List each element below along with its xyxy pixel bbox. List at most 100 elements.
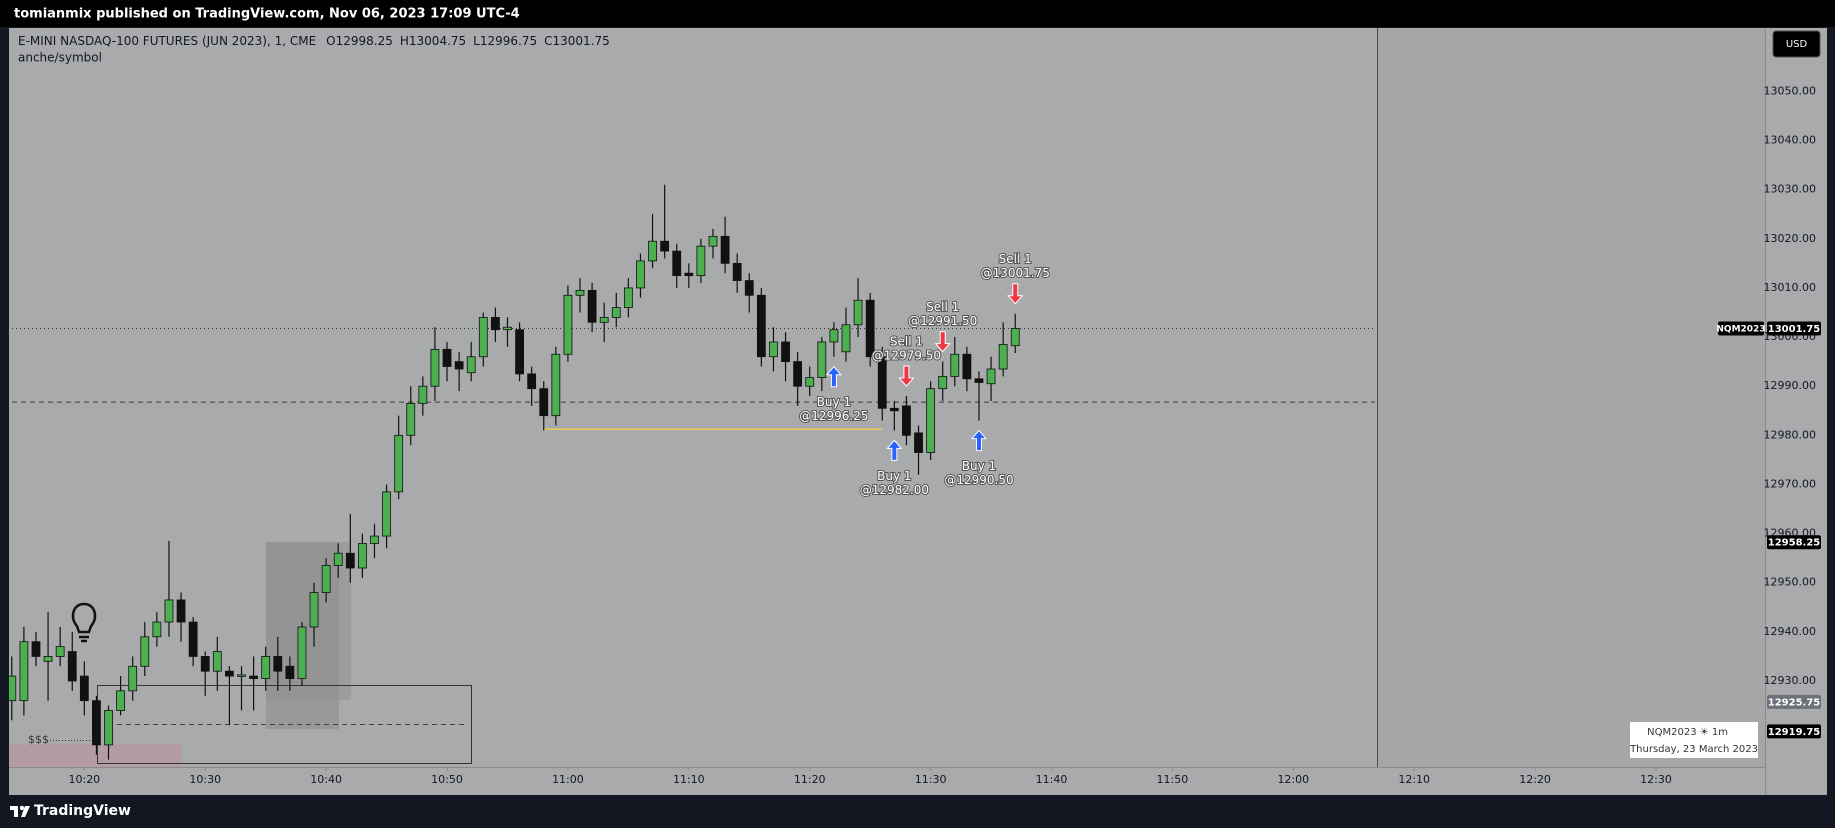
candle-body bbox=[249, 675, 258, 679]
y-tick-label: 12970.00 bbox=[1764, 477, 1817, 490]
symbol-legend: E-MINI NASDAQ-100 FUTURES (JUN 2023), 1,… bbox=[18, 34, 610, 48]
x-tick-label: 11:40 bbox=[1036, 773, 1068, 786]
buy-arrow bbox=[825, 365, 842, 388]
price-marker bbox=[1767, 535, 1821, 550]
x-tick-label: 11:50 bbox=[1157, 773, 1189, 786]
trade-label: Sell 1 bbox=[999, 252, 1032, 266]
candle-body bbox=[817, 341, 827, 379]
candle-body bbox=[696, 245, 706, 277]
candle-body bbox=[1010, 328, 1020, 347]
candle-body bbox=[551, 353, 561, 417]
y-tick-label: 13030.00 bbox=[1764, 183, 1817, 196]
price-marker-label: 13001.75 bbox=[1768, 324, 1821, 335]
liquidity-label: $$$ bbox=[28, 733, 49, 746]
candle-body bbox=[19, 641, 29, 702]
y-tick-label: 13020.00 bbox=[1764, 232, 1817, 245]
candle-body bbox=[720, 235, 730, 264]
trade-label: Buy 1 bbox=[877, 469, 911, 483]
candle-body bbox=[974, 378, 984, 383]
candle-body bbox=[853, 299, 863, 326]
candle-body bbox=[188, 621, 198, 657]
currency-label[interactable]: USD bbox=[1786, 39, 1808, 50]
symbol-name: E-MINI NASDAQ-100 FUTURES (JUN 2023), 1,… bbox=[18, 34, 316, 48]
candle-body bbox=[889, 407, 899, 412]
y-tick-label: 12990.00 bbox=[1764, 379, 1817, 392]
candle-body bbox=[672, 250, 682, 277]
candle-body bbox=[357, 543, 367, 569]
candle-body bbox=[9, 675, 17, 702]
candle-body bbox=[708, 235, 718, 247]
candle-body bbox=[140, 636, 150, 667]
candle-body bbox=[430, 348, 440, 387]
sell-arrow bbox=[1007, 283, 1024, 305]
trade-price: @12979.50 bbox=[872, 349, 941, 363]
candle-body bbox=[611, 307, 621, 318]
candle-body bbox=[926, 388, 936, 453]
buy-arrow bbox=[886, 439, 903, 461]
candle-body bbox=[345, 552, 355, 569]
candle-body bbox=[478, 317, 488, 358]
candle-body bbox=[998, 344, 1008, 370]
candle-body bbox=[636, 260, 645, 289]
candle-body bbox=[116, 690, 126, 711]
price-marker-label: 12925.75 bbox=[1768, 697, 1821, 708]
header: tomianmix published on TradingView.com, … bbox=[14, 7, 520, 22]
candle-body bbox=[805, 377, 815, 387]
candle-body bbox=[660, 240, 670, 252]
trade-label: Buy 1 bbox=[817, 395, 851, 409]
currency-button[interactable] bbox=[1772, 30, 1821, 58]
sell-arrow bbox=[934, 331, 951, 353]
candle-body bbox=[466, 356, 476, 374]
x-tick-label: 10:20 bbox=[68, 773, 100, 786]
candle-body bbox=[732, 262, 742, 281]
y-tick-label: 12950.00 bbox=[1764, 576, 1817, 589]
ohlc-high: H13004.75 bbox=[400, 34, 466, 48]
candle-body bbox=[539, 388, 549, 417]
x-tick-label: 12:20 bbox=[1519, 773, 1551, 786]
buy-arrow bbox=[970, 429, 988, 452]
footer-bar bbox=[0, 796, 1835, 828]
ohlc-low: L12996.75 bbox=[473, 34, 537, 48]
trade-label: Sell 1 bbox=[926, 300, 959, 314]
trade-price: @12990.50 bbox=[944, 473, 1013, 487]
x-tick-label: 12:30 bbox=[1640, 773, 1672, 786]
lightbulb-icon bbox=[71, 602, 97, 643]
candle-body bbox=[406, 402, 416, 436]
candle-body bbox=[442, 348, 452, 367]
trade-label: Sell 1 bbox=[890, 335, 923, 349]
y-tick-label: 12930.00 bbox=[1764, 674, 1817, 687]
candle-body bbox=[684, 272, 694, 277]
price-marker bbox=[1767, 321, 1821, 336]
candle-body bbox=[769, 341, 778, 358]
y-tick-label: 13040.00 bbox=[1764, 134, 1817, 147]
candle-body bbox=[309, 592, 319, 628]
future-area bbox=[1378, 28, 1765, 767]
candle-body bbox=[164, 599, 174, 623]
candle-body bbox=[176, 599, 186, 623]
trade-price: @13001.75 bbox=[981, 266, 1050, 280]
x-tick-label: 10:40 bbox=[310, 773, 342, 786]
x-tick-label: 12:00 bbox=[1277, 773, 1309, 786]
trade-price: @12991.50 bbox=[908, 314, 977, 328]
top-bar bbox=[0, 0, 1835, 27]
candle-body bbox=[841, 324, 851, 353]
price-marker-label: 12958.25 bbox=[1768, 538, 1821, 549]
y-tick-label: 12980.00 bbox=[1764, 428, 1817, 441]
candle-body bbox=[515, 329, 524, 375]
candle-body bbox=[744, 280, 754, 296]
zone-box bbox=[9, 744, 181, 767]
sell-arrow bbox=[898, 365, 915, 387]
plot bbox=[9, 184, 1375, 760]
candle-body bbox=[394, 434, 404, 493]
trade-label: Buy 1 bbox=[962, 459, 996, 473]
candle-body bbox=[273, 656, 283, 672]
price-tag-label: NQM2023 bbox=[1716, 324, 1765, 334]
price-marker-label: 12919.75 bbox=[1768, 727, 1821, 738]
candle-body bbox=[829, 329, 839, 343]
footer-brand: TradingView bbox=[34, 803, 131, 819]
candle-body bbox=[781, 341, 790, 363]
candle-body bbox=[55, 646, 65, 657]
x-tick-label: 10:30 bbox=[189, 773, 221, 786]
candle-body bbox=[793, 361, 803, 387]
